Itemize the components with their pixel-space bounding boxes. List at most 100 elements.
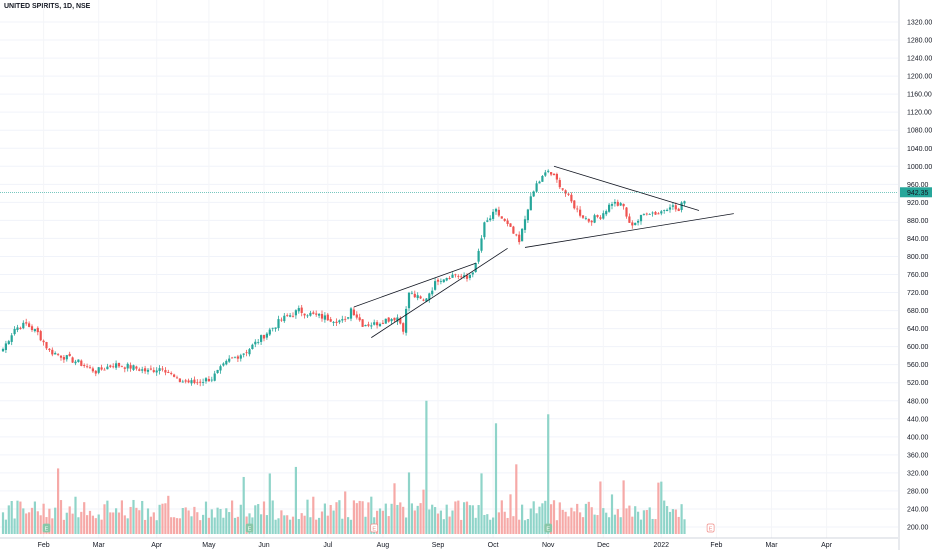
volume-bar xyxy=(190,516,193,534)
time-tick-label: Nov xyxy=(542,542,555,549)
volume-bar xyxy=(112,512,115,534)
volume-bar xyxy=(454,501,457,534)
candle-body xyxy=(138,369,141,371)
volume-bar xyxy=(367,502,370,534)
volume-bar xyxy=(445,504,448,534)
time-tick-label: May xyxy=(202,542,216,549)
volume-bar xyxy=(306,499,309,534)
candle-body xyxy=(326,314,329,321)
volume-bar xyxy=(271,500,274,534)
candle-body xyxy=(683,201,686,204)
current-price-badge xyxy=(900,187,932,198)
volume-bar xyxy=(509,494,512,534)
price-tick-label: 520.00 xyxy=(907,380,929,387)
current-price-label: 942.35 xyxy=(907,190,929,197)
candle-body xyxy=(74,361,77,364)
candle-body xyxy=(144,368,147,372)
candle-body xyxy=(407,292,411,309)
candle-body xyxy=(16,327,19,330)
volume-bar xyxy=(300,513,303,534)
volume-bar xyxy=(544,500,547,534)
candle-body xyxy=(671,205,674,207)
volume-bar xyxy=(541,503,544,534)
candle-body xyxy=(628,216,631,223)
volume-bar xyxy=(97,514,100,534)
volume-bar xyxy=(10,501,13,534)
volume-bar xyxy=(347,517,350,534)
price-tick-label: 720.00 xyxy=(907,290,929,297)
candle-body xyxy=(637,220,640,223)
volume-bar xyxy=(550,504,553,534)
candle-body xyxy=(297,308,300,312)
candle-body xyxy=(88,367,92,369)
volume-bar xyxy=(184,507,187,534)
volume-bar xyxy=(425,400,428,534)
volume-bar xyxy=(74,496,77,534)
volume-bar xyxy=(146,508,150,534)
candle-body xyxy=(602,213,605,219)
volume-bar xyxy=(648,507,651,534)
candle-body xyxy=(115,363,118,368)
volume-bar xyxy=(268,473,271,534)
candle-body xyxy=(1,348,5,352)
volume-bar xyxy=(326,515,329,534)
volume-bar xyxy=(477,505,480,534)
volume-bar xyxy=(570,507,573,534)
candle-body xyxy=(173,374,176,377)
candle-body xyxy=(494,208,498,212)
volume-bar xyxy=(538,506,541,534)
volume-bar xyxy=(202,514,205,534)
candle-body xyxy=(109,365,112,367)
candle-body xyxy=(384,318,387,324)
volume-bar xyxy=(216,507,219,534)
candle-body xyxy=(538,181,541,184)
volume-bar xyxy=(254,505,257,534)
candle-body xyxy=(613,201,616,204)
volume-bar xyxy=(257,504,260,534)
volume-bar xyxy=(378,508,382,534)
candle-body xyxy=(204,378,208,382)
volume-bar xyxy=(341,518,344,534)
candle-body xyxy=(294,310,297,316)
volume-bar xyxy=(634,506,637,534)
price-tick-label: 240.00 xyxy=(907,506,929,513)
time-tick-label: Mar xyxy=(93,542,106,549)
candle-body xyxy=(352,309,355,316)
candle-body xyxy=(526,209,529,221)
volume-bar xyxy=(106,500,109,534)
volume-bar xyxy=(492,517,495,534)
candle-body xyxy=(210,379,213,381)
time-tick-label: Oct xyxy=(488,542,499,549)
candle-body xyxy=(405,308,408,333)
volume-bar xyxy=(4,519,7,534)
volume-bar xyxy=(639,519,643,534)
candle-body xyxy=(312,312,315,314)
time-tick-label: Jul xyxy=(323,542,332,549)
candle-body xyxy=(318,313,321,316)
volume-bar xyxy=(117,512,121,534)
volume-bar xyxy=(22,508,25,534)
volume-bar xyxy=(57,468,60,534)
volume-bar xyxy=(529,508,532,534)
volume-bar xyxy=(277,518,280,534)
candle-body xyxy=(361,319,364,327)
volume-bar xyxy=(323,503,326,534)
candle-body xyxy=(129,365,132,369)
candle-body xyxy=(141,369,144,371)
price-tick-label: 1160.00 xyxy=(907,92,932,99)
candle-body xyxy=(262,335,266,339)
candle-body xyxy=(581,215,585,218)
trendline-triangle-support xyxy=(524,213,734,248)
candle-body xyxy=(477,250,480,262)
volume-bar xyxy=(526,518,529,534)
candle-body xyxy=(251,344,254,350)
candle-body xyxy=(364,325,367,327)
volume-bar xyxy=(428,509,431,534)
volume-bar xyxy=(280,510,283,534)
candle-body xyxy=(399,318,402,324)
volume-bar xyxy=(610,494,614,534)
volume-bar xyxy=(622,480,625,534)
candle-body xyxy=(373,322,376,325)
